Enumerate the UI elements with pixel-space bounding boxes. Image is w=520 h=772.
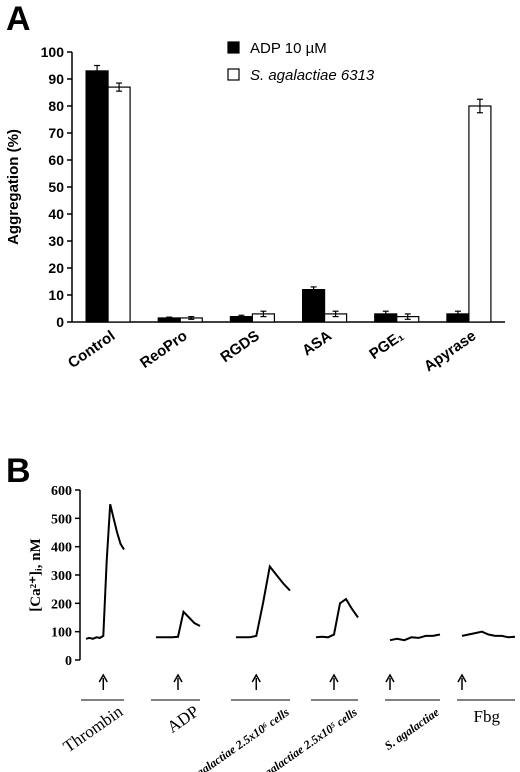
y-tick-label: 70 — [48, 125, 64, 141]
error-bar — [260, 310, 267, 318]
error-bar — [310, 286, 317, 293]
y-tick-label: 600 — [51, 484, 72, 499]
y-tick-label: 100 — [41, 44, 65, 60]
error-bar — [382, 310, 389, 318]
y-axis-label: Aggregation (%) — [5, 129, 22, 245]
trace-label: S. agalactiae 2.5x10⁵ cells — [246, 705, 360, 772]
y-axis-label: [Ca²⁺]ᵢ, nM — [28, 538, 44, 611]
x-tick-label: ASA — [299, 327, 335, 359]
y-tick-label: 500 — [51, 512, 72, 527]
error-bar — [166, 316, 173, 320]
trace-label: Fbg — [474, 707, 501, 726]
error-bar — [454, 310, 461, 318]
error-bar — [188, 316, 195, 320]
error-bar — [332, 310, 339, 318]
bar — [85, 70, 109, 323]
trace-label: ADP — [164, 702, 203, 737]
bar — [468, 105, 492, 323]
y-tick-label: 30 — [48, 233, 64, 249]
panel-letter: A — [6, 0, 31, 38]
error-bar — [476, 98, 483, 114]
error-bar — [238, 314, 245, 319]
y-tick-label: 50 — [48, 179, 64, 195]
legend-label: ADP 10 µM — [250, 40, 327, 57]
y-tick-label: 10 — [48, 287, 64, 303]
bar — [107, 86, 131, 323]
trace — [461, 630, 516, 639]
y-tick-label: 300 — [51, 569, 72, 584]
y-tick-label: 40 — [48, 206, 64, 222]
y-tick-label: 0 — [65, 654, 72, 669]
arrow-head — [329, 673, 339, 683]
trace — [85, 503, 125, 640]
trace — [389, 633, 441, 642]
trace — [236, 564, 291, 639]
y-tick-label: 60 — [48, 152, 64, 168]
legend-label: S. agalactiae 6313 — [250, 67, 375, 84]
error-bar — [116, 82, 123, 92]
y-tick-label: 200 — [51, 597, 72, 612]
arrow-head — [385, 673, 395, 683]
y-tick-label: 90 — [48, 71, 64, 87]
x-tick-label: PGE₁ — [366, 327, 407, 363]
y-tick-label: 100 — [51, 626, 72, 641]
trace-label: S. agalactiae — [382, 705, 442, 753]
y-tick-label: 20 — [48, 260, 64, 276]
x-tick-label: Apyrase — [421, 327, 479, 375]
x-tick-label: ReoPro — [137, 327, 190, 372]
error-bar — [94, 64, 101, 77]
bar — [301, 289, 326, 323]
x-tick-label: RGDS — [217, 327, 262, 366]
trace — [156, 609, 201, 639]
trace — [315, 597, 359, 639]
arrow-head — [457, 673, 467, 683]
x-tick-label: Control — [65, 327, 118, 372]
error-bar — [404, 313, 411, 320]
legend-swatch — [227, 41, 240, 54]
arrow-head — [98, 673, 108, 683]
arrow-head — [251, 673, 261, 683]
y-tick-label: 400 — [51, 541, 72, 556]
y-tick-label: 0 — [56, 314, 64, 330]
trace-label: Thrombin — [60, 701, 127, 756]
arrow-head — [173, 673, 183, 683]
panel-letter: B — [6, 452, 31, 490]
legend-swatch — [227, 68, 240, 81]
y-tick-label: 80 — [48, 98, 64, 114]
